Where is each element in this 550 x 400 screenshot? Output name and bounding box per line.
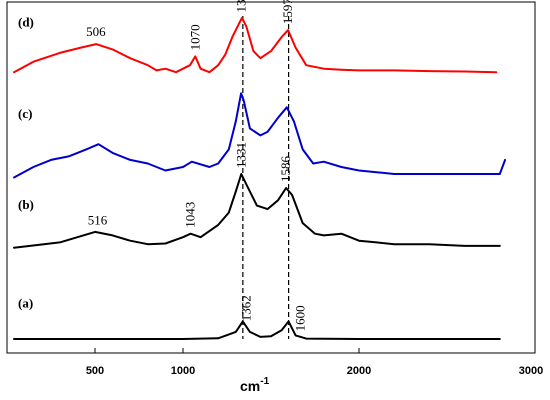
peak-label-1070: 1070 [187,24,202,50]
curve-labels: (a) (b) (c) (d) [18,15,34,311]
x-tick-label-500: 500 [86,365,104,377]
peak-label-1597: 1597 [280,0,295,24]
trace-a [13,320,501,340]
curve-label-a: (a) [18,295,33,310]
x-axis-label: cm-1 [240,376,270,394]
x-tick-label-3000: 3000 [519,365,543,377]
peak-labels: 1362 1600 516 1043 1331 1586 506 1070 1333 1597 [86,0,308,331]
x-tick-label-1000: 1000 [171,365,195,377]
peak-label-506: 506 [86,24,106,39]
x-axis-label-superscript: -1 [260,376,269,387]
peak-label-1333: 1333 [234,0,249,13]
curve-label-d: (d) [18,15,34,30]
x-axis-label-base: cm [240,378,260,394]
trace-c [13,92,507,179]
curve-label-b: (b) [18,197,34,212]
curve-label-c: (c) [18,106,32,121]
x-axis-ticks: 500 1000 2000 3000 [86,348,543,377]
trace-d [13,16,498,74]
plot-frame [6,1,536,354]
peak-label-1331: 1331 [233,142,248,168]
peak-label-1043: 1043 [183,202,198,228]
peak-label-1586: 1586 [278,156,293,183]
trace-b [13,173,501,249]
traces [13,16,507,340]
x-tick-label-2000: 2000 [347,365,371,377]
peak-label-1600: 1600 [293,305,308,331]
peak-label-516: 516 [88,213,108,228]
peak-label-1362: 1362 [239,295,254,321]
